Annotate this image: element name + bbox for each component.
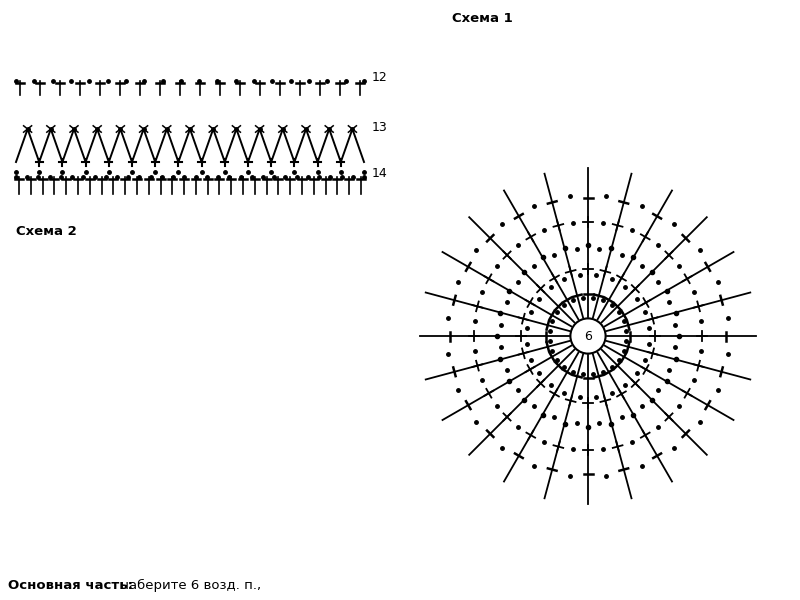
Text: 13: 13 [372, 121, 388, 134]
Text: 6: 6 [584, 329, 592, 343]
Text: Схема 2: Схема 2 [16, 225, 77, 238]
Text: Основная часть:: Основная часть: [8, 579, 133, 592]
Text: наберите 6 возд. п.,: наберите 6 возд. п., [116, 579, 261, 592]
Text: 12: 12 [372, 71, 388, 84]
Text: Схема 1: Схема 1 [452, 12, 513, 25]
Text: 14: 14 [372, 167, 388, 180]
